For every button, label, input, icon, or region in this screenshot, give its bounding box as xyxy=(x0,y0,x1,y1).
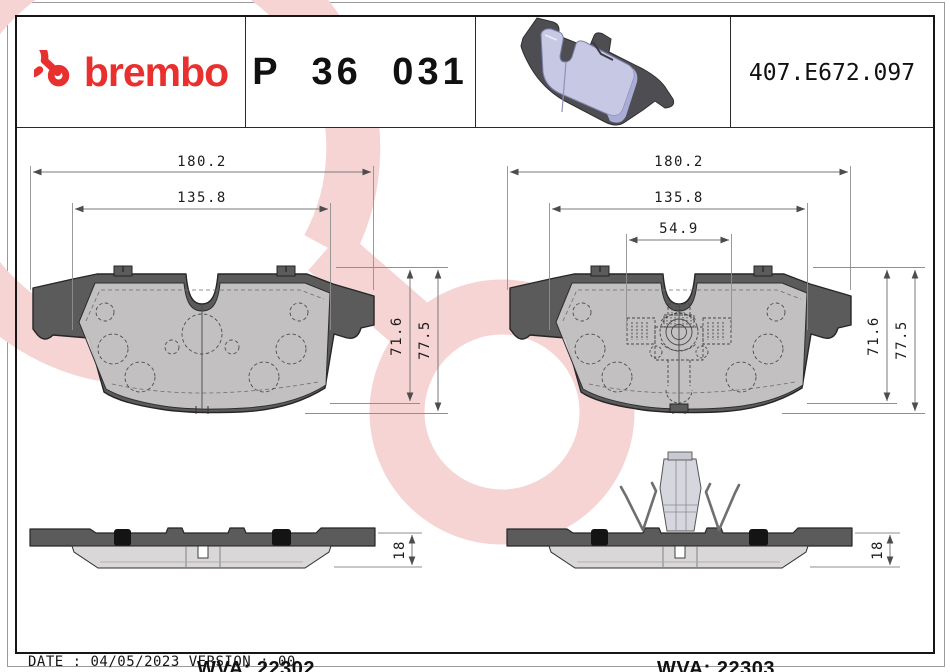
brake-pad-3d-image xyxy=(520,17,675,126)
dimension-label-pad-height-left: 71.6 xyxy=(389,316,405,356)
dimension-label-plate-width-right: 135.8 xyxy=(654,190,704,206)
footer-date-version: DATE : 04/05/2023 VERSION : 00 xyxy=(28,654,296,670)
dimension-label-pad-height-right: 71.6 xyxy=(866,316,882,356)
dimension-label-overall-width-right: 180.2 xyxy=(654,154,704,170)
front-view-right-pad xyxy=(507,166,925,415)
dimension-label-overall-height-right: 77.5 xyxy=(894,320,910,360)
dimension-label-plate-width-left: 135.8 xyxy=(177,190,227,206)
side-view-right-pad xyxy=(506,451,900,569)
dimension-label-overall-height-left: 77.5 xyxy=(417,320,433,360)
header-divider-1 xyxy=(245,17,246,128)
front-view-left-pad xyxy=(30,166,448,415)
wear-sensor-detail xyxy=(626,303,732,413)
part-info-left: WVA: 22302 QTY: x2 xyxy=(197,612,315,672)
reference-code: 407.E672.097 xyxy=(748,59,916,86)
dimension-label-sensor-width-right: 54.9 xyxy=(659,221,699,237)
part-number: P 36 031 xyxy=(252,51,468,93)
wva-value-right: 22303 xyxy=(716,658,776,672)
wear-sensor-spring xyxy=(619,451,741,532)
wva-label-left: WVA: xyxy=(197,658,251,672)
dimension-label-overall-width-left: 180.2 xyxy=(177,154,227,170)
side-view-left-pad xyxy=(29,527,422,569)
header-divider-2 xyxy=(475,17,476,128)
part-info-right: WVA: 22303 QTY: x2 xyxy=(657,612,775,672)
brand-block: brembo xyxy=(17,17,245,128)
brand-wordmark: brembo xyxy=(83,49,229,95)
wva-label-right: WVA: xyxy=(657,658,711,672)
drawing-frame xyxy=(15,15,935,654)
dimension-label-thickness-left: 18 xyxy=(392,540,408,560)
dimension-label-thickness-right: 18 xyxy=(870,540,886,560)
brembo-logo-icon xyxy=(33,49,70,86)
wva-line-left: WVA: 22302 xyxy=(197,658,315,672)
header-divider-3 xyxy=(730,17,731,128)
wva-line-right: WVA: 22303 xyxy=(657,658,775,672)
wva-value-left: 22302 xyxy=(256,658,316,672)
